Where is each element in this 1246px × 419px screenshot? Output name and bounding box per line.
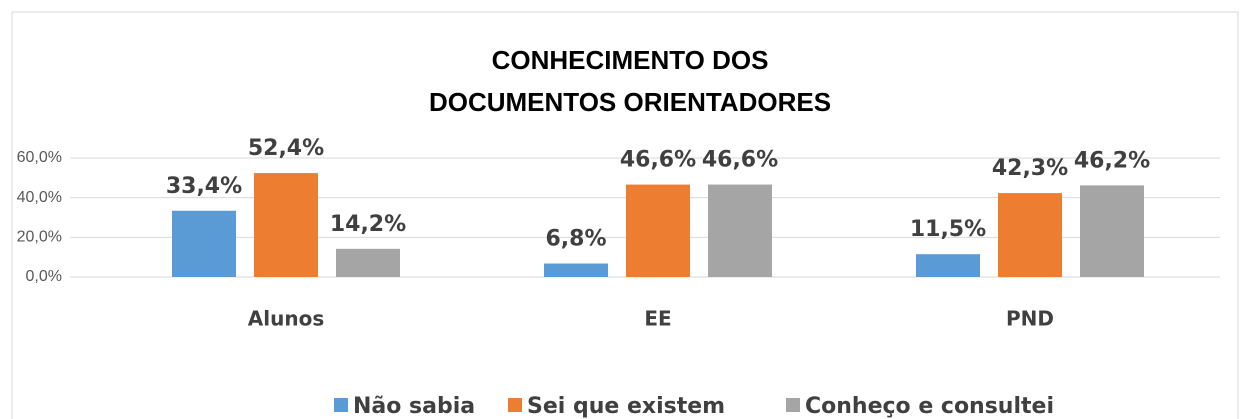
bar (544, 263, 608, 277)
y-tick-label: 60,0% (17, 149, 62, 166)
value-label: 11,5% (910, 217, 986, 242)
bar (998, 193, 1062, 277)
value-label: 33,4% (166, 174, 242, 199)
legend-label: Conheço e consultei (805, 394, 1054, 419)
chart-title: DOCUMENTOS ORIENTADORES (429, 87, 831, 117)
bar (708, 184, 772, 277)
y-tick-label: 0,0% (26, 268, 62, 285)
value-label: 46,6% (702, 148, 778, 173)
x-tick-label: Alunos (248, 307, 324, 331)
value-label: 46,6% (620, 148, 696, 173)
legend-swatch (508, 398, 522, 412)
y-tick-label: 20,0% (17, 229, 62, 246)
bar (626, 184, 690, 277)
legend-swatch (786, 398, 800, 412)
x-tick-label: EE (644, 307, 671, 331)
legend-label: Não sabia (353, 394, 475, 419)
chart-title: CONHECIMENTO DOS (492, 45, 769, 75)
bar (336, 248, 400, 277)
legend-label: Sei que existem (527, 394, 725, 419)
x-tick-label: PND (1006, 307, 1054, 331)
bar (916, 254, 980, 277)
bar (254, 173, 318, 277)
value-label: 14,2% (330, 212, 406, 237)
bar (1080, 185, 1144, 277)
value-label: 52,4% (248, 136, 324, 161)
value-label: 42,3% (992, 156, 1068, 181)
y-tick-label: 40,0% (17, 189, 62, 206)
value-label: 6,8% (545, 227, 606, 252)
value-label: 46,2% (1074, 148, 1150, 173)
bar (172, 210, 236, 277)
legend-swatch (334, 398, 348, 412)
